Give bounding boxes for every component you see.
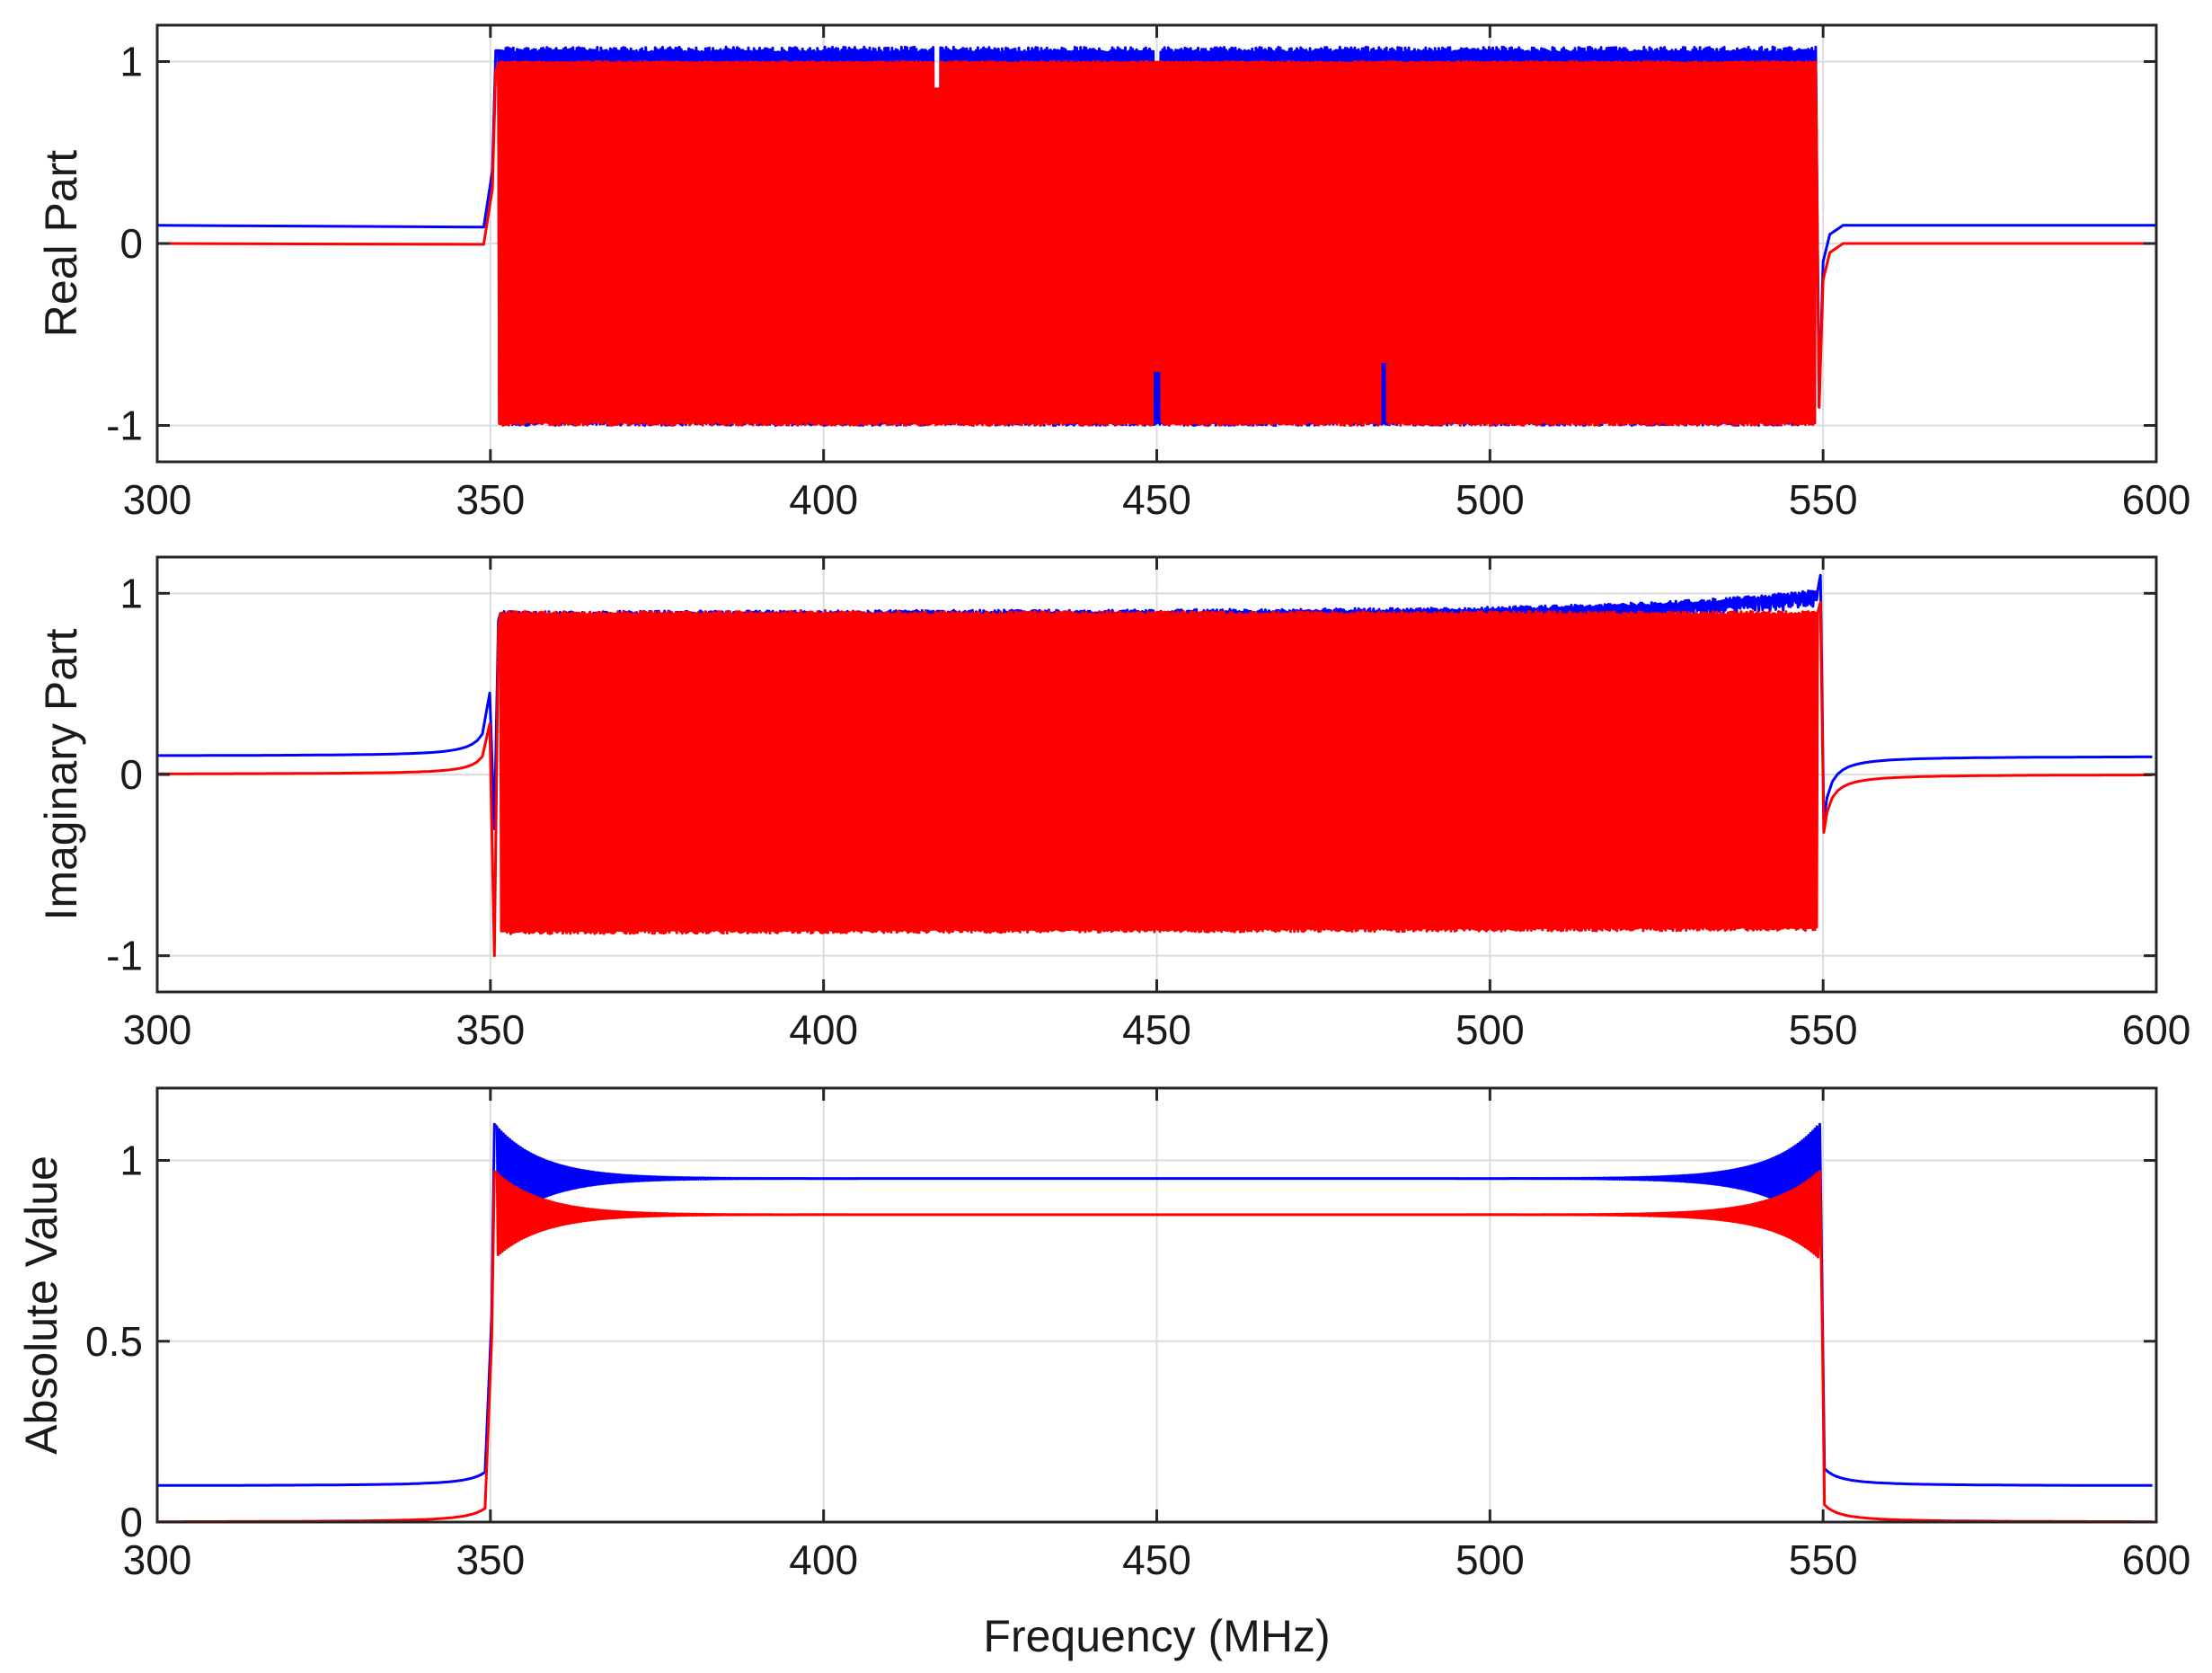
x-tick-label: 400 [789, 476, 858, 523]
y-tick-label: -1 [106, 403, 143, 449]
x-tick-label: 350 [456, 1006, 525, 1053]
y-tick-label: 1 [119, 570, 143, 616]
y-tick-label: 0 [119, 220, 143, 267]
x-tick-label: 300 [123, 476, 192, 523]
x-tick-label: 600 [2122, 1006, 2191, 1053]
x-tick-label: 350 [456, 1536, 525, 1583]
panel-real-part: 300 350 400 450 500 550 600 -1 0 1 Real Part [36, 23, 2191, 523]
x-tick-label: 300 [123, 1536, 192, 1583]
series-red [156, 60, 2156, 427]
series-blue [155, 1122, 2153, 1487]
y-tick-label: 0 [119, 1499, 143, 1545]
y-tick-label: 0.5 [85, 1318, 143, 1365]
x-tick-label: 400 [789, 1006, 858, 1053]
x-tick-label: 500 [1455, 1006, 1525, 1053]
x-tick-label: 550 [1789, 1006, 1858, 1053]
y-axis-label: Real Part [36, 150, 86, 338]
series-red [155, 600, 2153, 958]
y-axis-label: Absolute Value [16, 1155, 66, 1455]
x-tick-label: 500 [1455, 1536, 1525, 1583]
y-axis-label: Imaginary Part [36, 628, 86, 920]
panel-imaginary-part: 300 350 400 450 500 550 600 -1 0 1 Imaginary Part [36, 555, 2191, 1053]
x-tick-label: 600 [2122, 1536, 2191, 1583]
x-tick-label: 550 [1789, 1536, 1858, 1583]
panel-absolute-value: 300 350 400 450 500 550 600 0 0.5 1 Absolute Value… [16, 1086, 2191, 1661]
line-series-red [156, 60, 2156, 427]
x-tick-label: 450 [1122, 476, 1191, 523]
x-tick-label: 450 [1122, 1006, 1191, 1053]
series-red [155, 1170, 2153, 1524]
line-series-red [155, 1170, 2153, 1524]
y-tick-label: 1 [119, 1137, 143, 1184]
y-tick-label: -1 [106, 933, 143, 979]
x-tick-label: 300 [123, 1006, 192, 1053]
x-tick-label: 600 [2122, 476, 2191, 523]
x-tick-label: 400 [789, 1536, 858, 1583]
line-series-red [155, 600, 2153, 958]
x-tick-label: 350 [456, 476, 525, 523]
line-series-blue [155, 1122, 2153, 1487]
x-tick-label: 550 [1789, 476, 1858, 523]
y-tick-label: 1 [119, 39, 143, 85]
y-tick-label: 0 [119, 751, 143, 798]
x-axis-label: Frequency (MHz) [983, 1611, 1330, 1661]
x-tick-label: 450 [1122, 1536, 1191, 1583]
x-tick-label: 500 [1455, 476, 1525, 523]
